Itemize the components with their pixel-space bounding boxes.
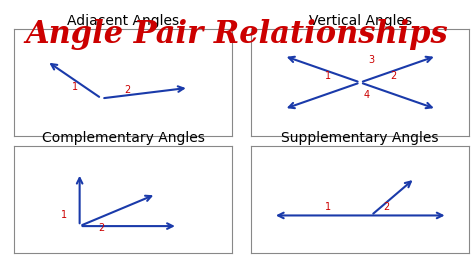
Title: Vertical Angles: Vertical Angles	[309, 14, 412, 28]
Text: 3: 3	[368, 55, 374, 65]
Text: 1: 1	[72, 82, 78, 92]
Title: Adjacent Angles: Adjacent Angles	[67, 14, 179, 28]
Text: Angle Pair Relationships: Angle Pair Relationships	[26, 19, 448, 50]
Text: 2: 2	[383, 202, 390, 212]
Text: 2: 2	[390, 71, 396, 81]
Title: Supplementary Angles: Supplementary Angles	[282, 131, 439, 145]
Title: Complementary Angles: Complementary Angles	[42, 131, 205, 145]
Text: 4: 4	[364, 90, 370, 101]
Text: 1: 1	[61, 210, 67, 220]
Text: 1: 1	[325, 202, 330, 212]
Text: 2: 2	[125, 85, 131, 95]
Text: 1: 1	[325, 71, 330, 81]
Text: 2: 2	[98, 223, 105, 234]
